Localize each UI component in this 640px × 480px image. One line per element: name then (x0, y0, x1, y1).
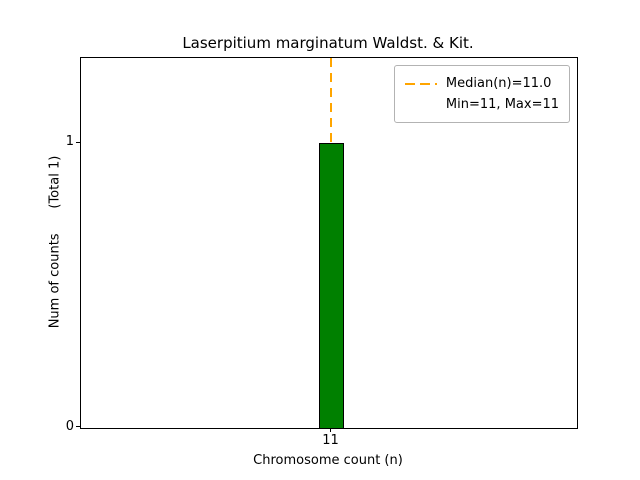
legend-minmax-label: Min=11, Max=11 (445, 97, 559, 112)
median-line-sample-icon (404, 82, 437, 85)
x-axis-label: Chromosome count (n) (253, 453, 403, 468)
histogram-bar (319, 143, 344, 428)
legend-median-label: Median(n)=11.0 (445, 76, 552, 91)
y-tick-mark-0 (76, 426, 80, 427)
y-tick-mark-1 (76, 142, 80, 143)
y-tick-label-0: 0 (65, 419, 74, 434)
x-tick-label-11: 11 (322, 433, 339, 448)
y-tick-label-1: 1 (65, 134, 74, 150)
legend-spacer (405, 104, 437, 106)
y-axis-label: Num of counts (Total 1) (47, 155, 63, 329)
legend: Median(n)=11.0 Min=11, Max=11 (393, 65, 570, 123)
chart-title: Laserpitium marginatum Waldst. & Kit. (182, 34, 474, 52)
legend-row-median: Median(n)=11.0 (404, 73, 559, 94)
plot-area: Median(n)=11.0 Min=11, Max=11 (80, 57, 578, 429)
x-tick-mark-11 (330, 428, 331, 432)
legend-row-minmax: Min=11, Max=11 (405, 94, 559, 115)
